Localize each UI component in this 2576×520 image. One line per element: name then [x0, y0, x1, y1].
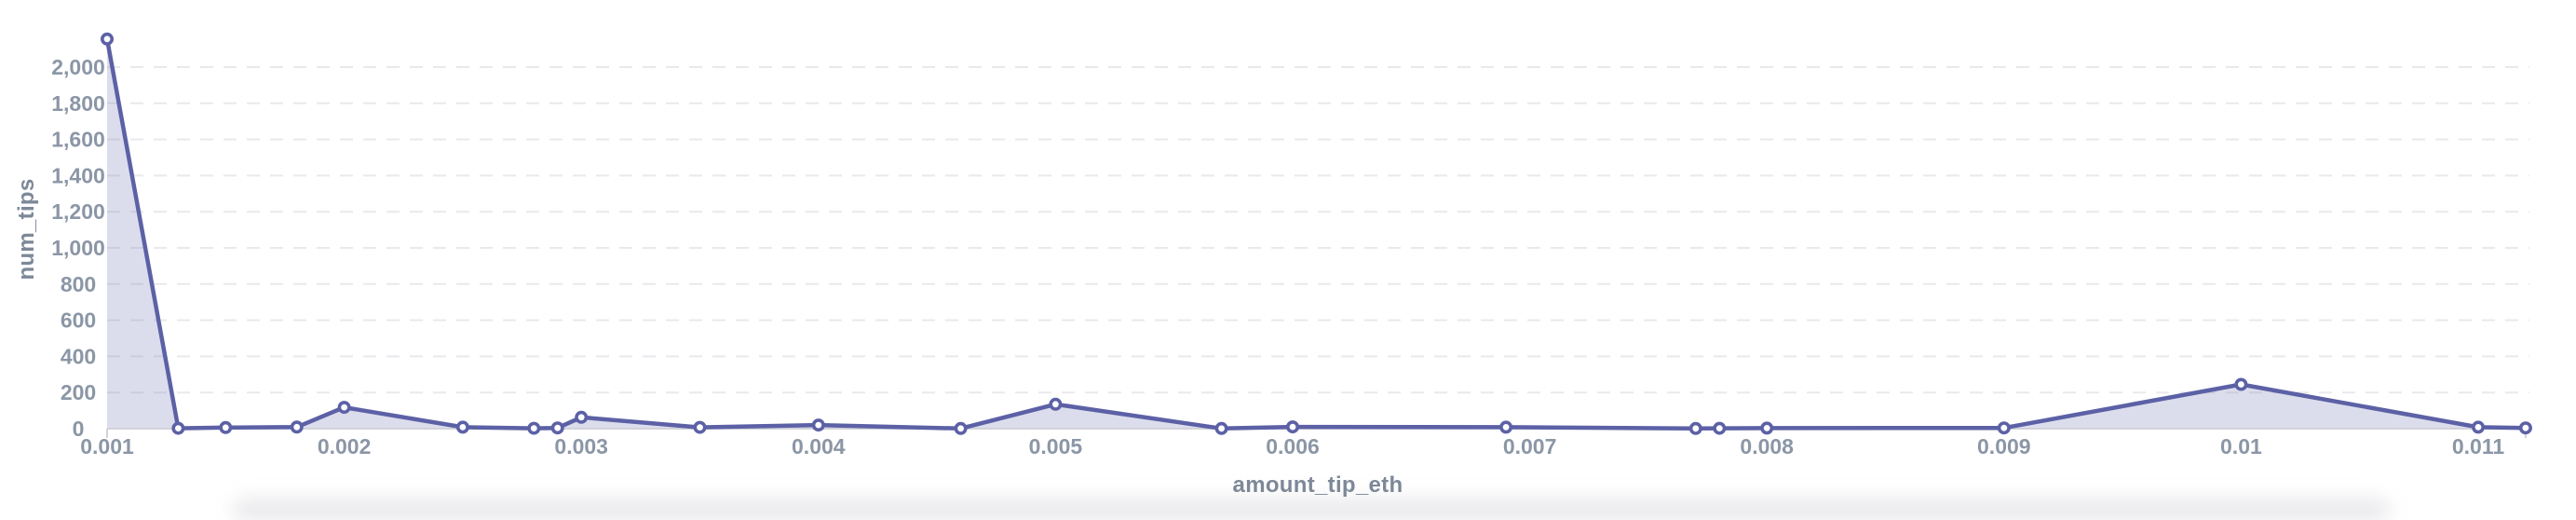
data-point-marker [455, 420, 469, 434]
x-tick-label: 0.006 [1266, 434, 1320, 458]
x-tick-label: 0.009 [1977, 434, 2031, 458]
data-point-marker [2472, 420, 2486, 434]
x-tick-label: 0.005 [1029, 434, 1083, 458]
y-axis-title: num_tips [14, 178, 39, 281]
data-point-marker [954, 421, 968, 435]
x-axis-title: amount_tip_eth [1232, 472, 1403, 498]
y-tick-label: 1,200 [51, 199, 105, 224]
x-tick-label: 0.002 [318, 434, 372, 458]
x-tick-label: 0.007 [1503, 434, 1557, 458]
data-point-marker [219, 420, 233, 434]
area-fill [107, 38, 2526, 430]
data-point-marker [693, 420, 707, 434]
x-tick-label: 0.004 [792, 434, 846, 458]
y-tick-label: 200 [61, 380, 96, 404]
x-tick-label: 0.003 [554, 434, 608, 458]
x-tick-label: 0.01 [2220, 434, 2262, 458]
x-tick-label: 0.008 [1740, 434, 1794, 458]
data-point-marker [1760, 421, 1774, 435]
x-tick-label: 0.001 [80, 434, 134, 458]
data-point-marker [337, 401, 351, 415]
data-point-marker [550, 421, 564, 435]
y-tick-label: 1,800 [51, 91, 105, 116]
y-tick-label: 600 [61, 308, 96, 333]
data-point-marker [2234, 377, 2248, 391]
data-point-marker [101, 32, 115, 46]
y-tick-label: 1,000 [51, 236, 105, 260]
y-tick-label: 400 [61, 344, 96, 368]
y-tick-label: 2,000 [51, 55, 105, 79]
data-point-marker [1499, 420, 1513, 434]
y-tick-label: 800 [61, 272, 96, 296]
x-tick-label: 0.011 [2452, 434, 2504, 458]
y-tick-label: 1,400 [51, 163, 105, 187]
data-point-marker [1713, 421, 1727, 435]
data-point-marker [811, 418, 825, 432]
data-line [104, 36, 2529, 431]
data-point-marker [575, 410, 589, 424]
data-point-marker [1286, 420, 1300, 434]
y-tick-label: 0 [73, 417, 85, 441]
data-point-marker [2518, 421, 2532, 435]
data-point-marker [527, 421, 541, 435]
data-point-marker [171, 421, 185, 435]
data-point-marker [1214, 421, 1228, 435]
y-tick-label: 1,600 [51, 128, 105, 152]
data-point-marker [1688, 421, 1702, 435]
data-point-marker [1997, 421, 2011, 435]
data-point-marker [1049, 397, 1063, 411]
data-point-marker [290, 420, 304, 434]
